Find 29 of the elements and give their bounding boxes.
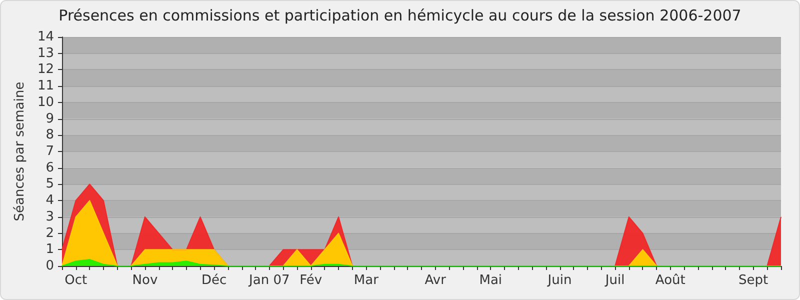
y-tick-label: 14 — [37, 30, 54, 44]
y-tick-label: 6 — [46, 160, 54, 176]
x-tick-label: Juil — [604, 273, 625, 288]
x-tick-label: Sept — [738, 273, 768, 288]
x-tick-label: Août — [655, 273, 686, 288]
y-tick-label: 10 — [37, 94, 54, 110]
x-tick-label: Jan 07 — [248, 273, 290, 288]
x-tick-label: Déc — [202, 273, 227, 288]
y-tick-label: 11 — [37, 78, 54, 94]
y-tick-label: 5 — [46, 176, 54, 192]
x-tick-label: Juin — [546, 273, 572, 288]
y-tick-label: 2 — [46, 226, 54, 241]
x-tick-label: Nov — [132, 273, 158, 288]
y-tick-label: 1 — [46, 242, 54, 258]
y-axis-title: Séances par semaine — [12, 82, 28, 222]
y-tick-label: 0 — [46, 258, 54, 274]
x-tick-label: Mar — [354, 273, 380, 288]
y-tick-label: 4 — [46, 193, 54, 208]
chart-title: Présences en commissions et participation en hémicycle au cours de la session 2006-2007 — [58, 6, 742, 24]
x-tick-label: Oct — [64, 273, 88, 288]
y-tick-label: 9 — [46, 111, 54, 126]
y-tick-label: 13 — [37, 46, 54, 61]
x-tick-label: Fév — [300, 273, 322, 288]
y-tick-label: 3 — [46, 209, 54, 224]
y-tick-label: 12 — [37, 62, 54, 78]
y-tick-label: 8 — [46, 128, 54, 143]
y-tick-label: 7 — [46, 144, 54, 159]
x-tick-label: Avr — [424, 273, 447, 288]
x-tick-label: Mai — [479, 273, 502, 288]
